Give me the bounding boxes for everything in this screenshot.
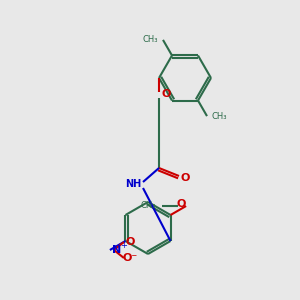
- Text: O: O: [161, 89, 171, 99]
- Text: O: O: [176, 199, 186, 209]
- Text: N: N: [112, 245, 122, 255]
- Text: CH₃: CH₃: [212, 112, 227, 121]
- Text: NH: NH: [125, 179, 141, 189]
- Text: CH₃: CH₃: [142, 35, 158, 44]
- Text: O: O: [125, 237, 135, 247]
- Text: O⁻: O⁻: [122, 253, 137, 263]
- Text: O: O: [180, 173, 190, 183]
- Text: CH₃: CH₃: [141, 202, 156, 211]
- Text: +: +: [121, 242, 127, 250]
